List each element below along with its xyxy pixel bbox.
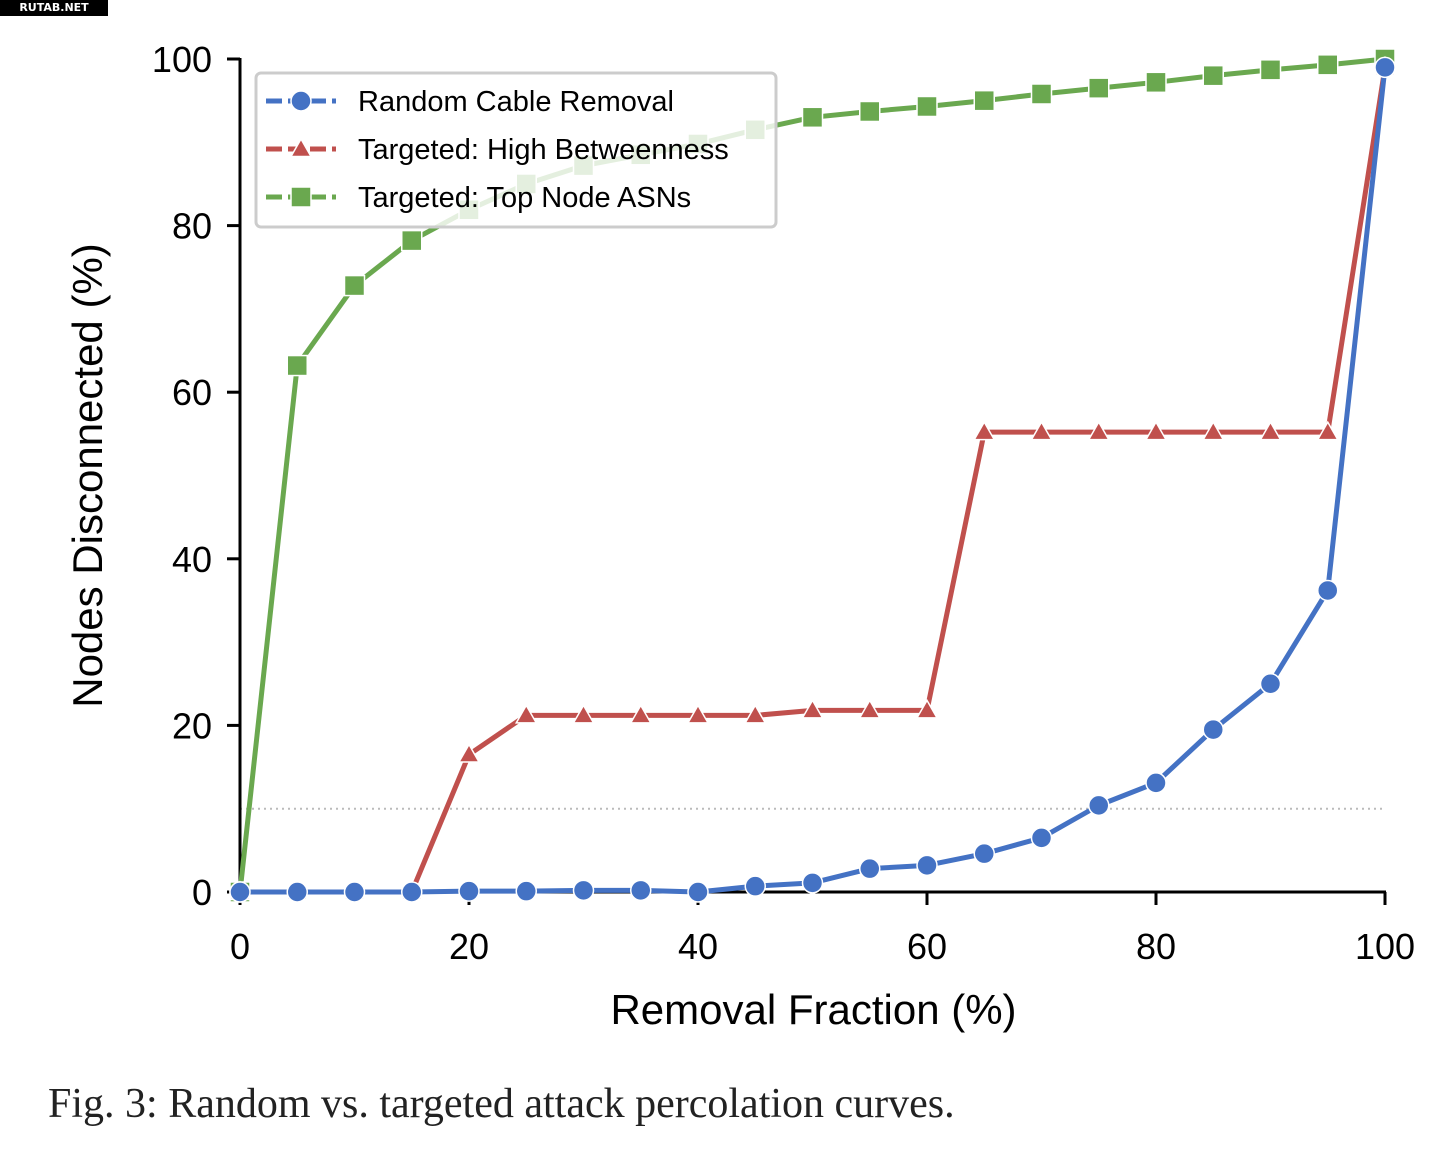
watermark-badge: RUTAB.NET [0, 0, 108, 16]
data-point [458, 880, 480, 902]
y-tick-label: 40 [172, 539, 212, 580]
percolation-chart: 0 20 40 60 80 100 0 20 40 60 80 100 Removal Fraction… [64, 39, 1415, 1033]
data-point [629, 703, 653, 724]
y-tick-label: 0 [192, 872, 212, 913]
legend-label: Random Cable Removal [358, 86, 674, 118]
legend-label: Targeted: Top Node ASNs [358, 182, 691, 214]
legend-marker [289, 137, 313, 158]
data-point [1087, 420, 1111, 441]
data-point [343, 274, 366, 297]
legend-item: Random Cable Removal [266, 86, 674, 118]
data-point [1316, 420, 1340, 441]
data-point [1030, 83, 1053, 105]
data-point [1202, 64, 1224, 87]
data-point [858, 698, 882, 719]
data-point [972, 420, 996, 441]
legend-marker [290, 90, 312, 112]
data-point [514, 703, 538, 724]
x-tick-label: 100 [1355, 926, 1415, 967]
data-point [572, 703, 595, 724]
figure-caption: Fig. 3: Random vs. targeted attack perco… [48, 1081, 955, 1127]
data-point [1088, 77, 1110, 99]
x-tick-label: 40 [678, 926, 718, 967]
data-point [1030, 420, 1053, 441]
legend-item: Targeted: High Betweenness [266, 134, 729, 166]
y-tick-label: 60 [172, 372, 212, 413]
y-axis-title: Nodes Disconnected (%) [64, 243, 111, 708]
data-point [801, 872, 824, 894]
data-point [401, 229, 423, 252]
data-point [744, 875, 766, 897]
data-point [1317, 54, 1339, 76]
legend-label: Targeted: High Betweenness [358, 134, 729, 166]
legend: Random Cable Removal Targeted: High Betwe… [254, 71, 778, 229]
x-tick-label: 80 [1136, 926, 1176, 967]
legend-item: Targeted: Top Node ASNs [266, 182, 691, 214]
data-point [1374, 56, 1396, 79]
y-tick-label: 20 [172, 705, 212, 746]
data-point [1201, 420, 1225, 441]
x-tick-label: 60 [907, 926, 947, 967]
data-point [1088, 794, 1110, 817]
x-tick-label: 20 [449, 926, 489, 967]
data-point [859, 100, 881, 123]
data-point [1259, 420, 1282, 441]
data-point [915, 698, 939, 719]
data-point [515, 880, 537, 902]
data-point [801, 106, 824, 129]
data-point [1259, 59, 1282, 81]
data-point [229, 881, 251, 903]
data-point [343, 881, 366, 903]
data-point [801, 698, 824, 719]
data-point [1317, 579, 1339, 602]
data-point [916, 854, 938, 877]
data-point [686, 703, 710, 724]
legend-marker [290, 186, 312, 208]
y-tick-label: 80 [172, 206, 212, 247]
data-point [630, 879, 652, 902]
data-point [572, 879, 595, 902]
data-point [743, 703, 767, 724]
data-point [859, 857, 881, 880]
data-point [286, 354, 308, 377]
data-point [1144, 420, 1168, 441]
x-tick-label: 0 [230, 926, 250, 967]
data-point [286, 881, 308, 903]
data-point [1030, 827, 1053, 849]
data-point [687, 881, 709, 903]
data-point [916, 95, 938, 118]
data-point [1145, 71, 1167, 94]
legend-frame [254, 71, 778, 229]
data-point [457, 743, 481, 763]
y-tick-label: 100 [152, 39, 212, 80]
data-point [1145, 772, 1167, 794]
data-point [401, 881, 423, 903]
x-axis-title: Removal Fraction (%) [610, 986, 1016, 1033]
data-point [1202, 718, 1224, 741]
data-point [973, 89, 995, 112]
series-circle [229, 56, 1396, 903]
data-point [973, 842, 995, 865]
data-point [1259, 673, 1282, 695]
